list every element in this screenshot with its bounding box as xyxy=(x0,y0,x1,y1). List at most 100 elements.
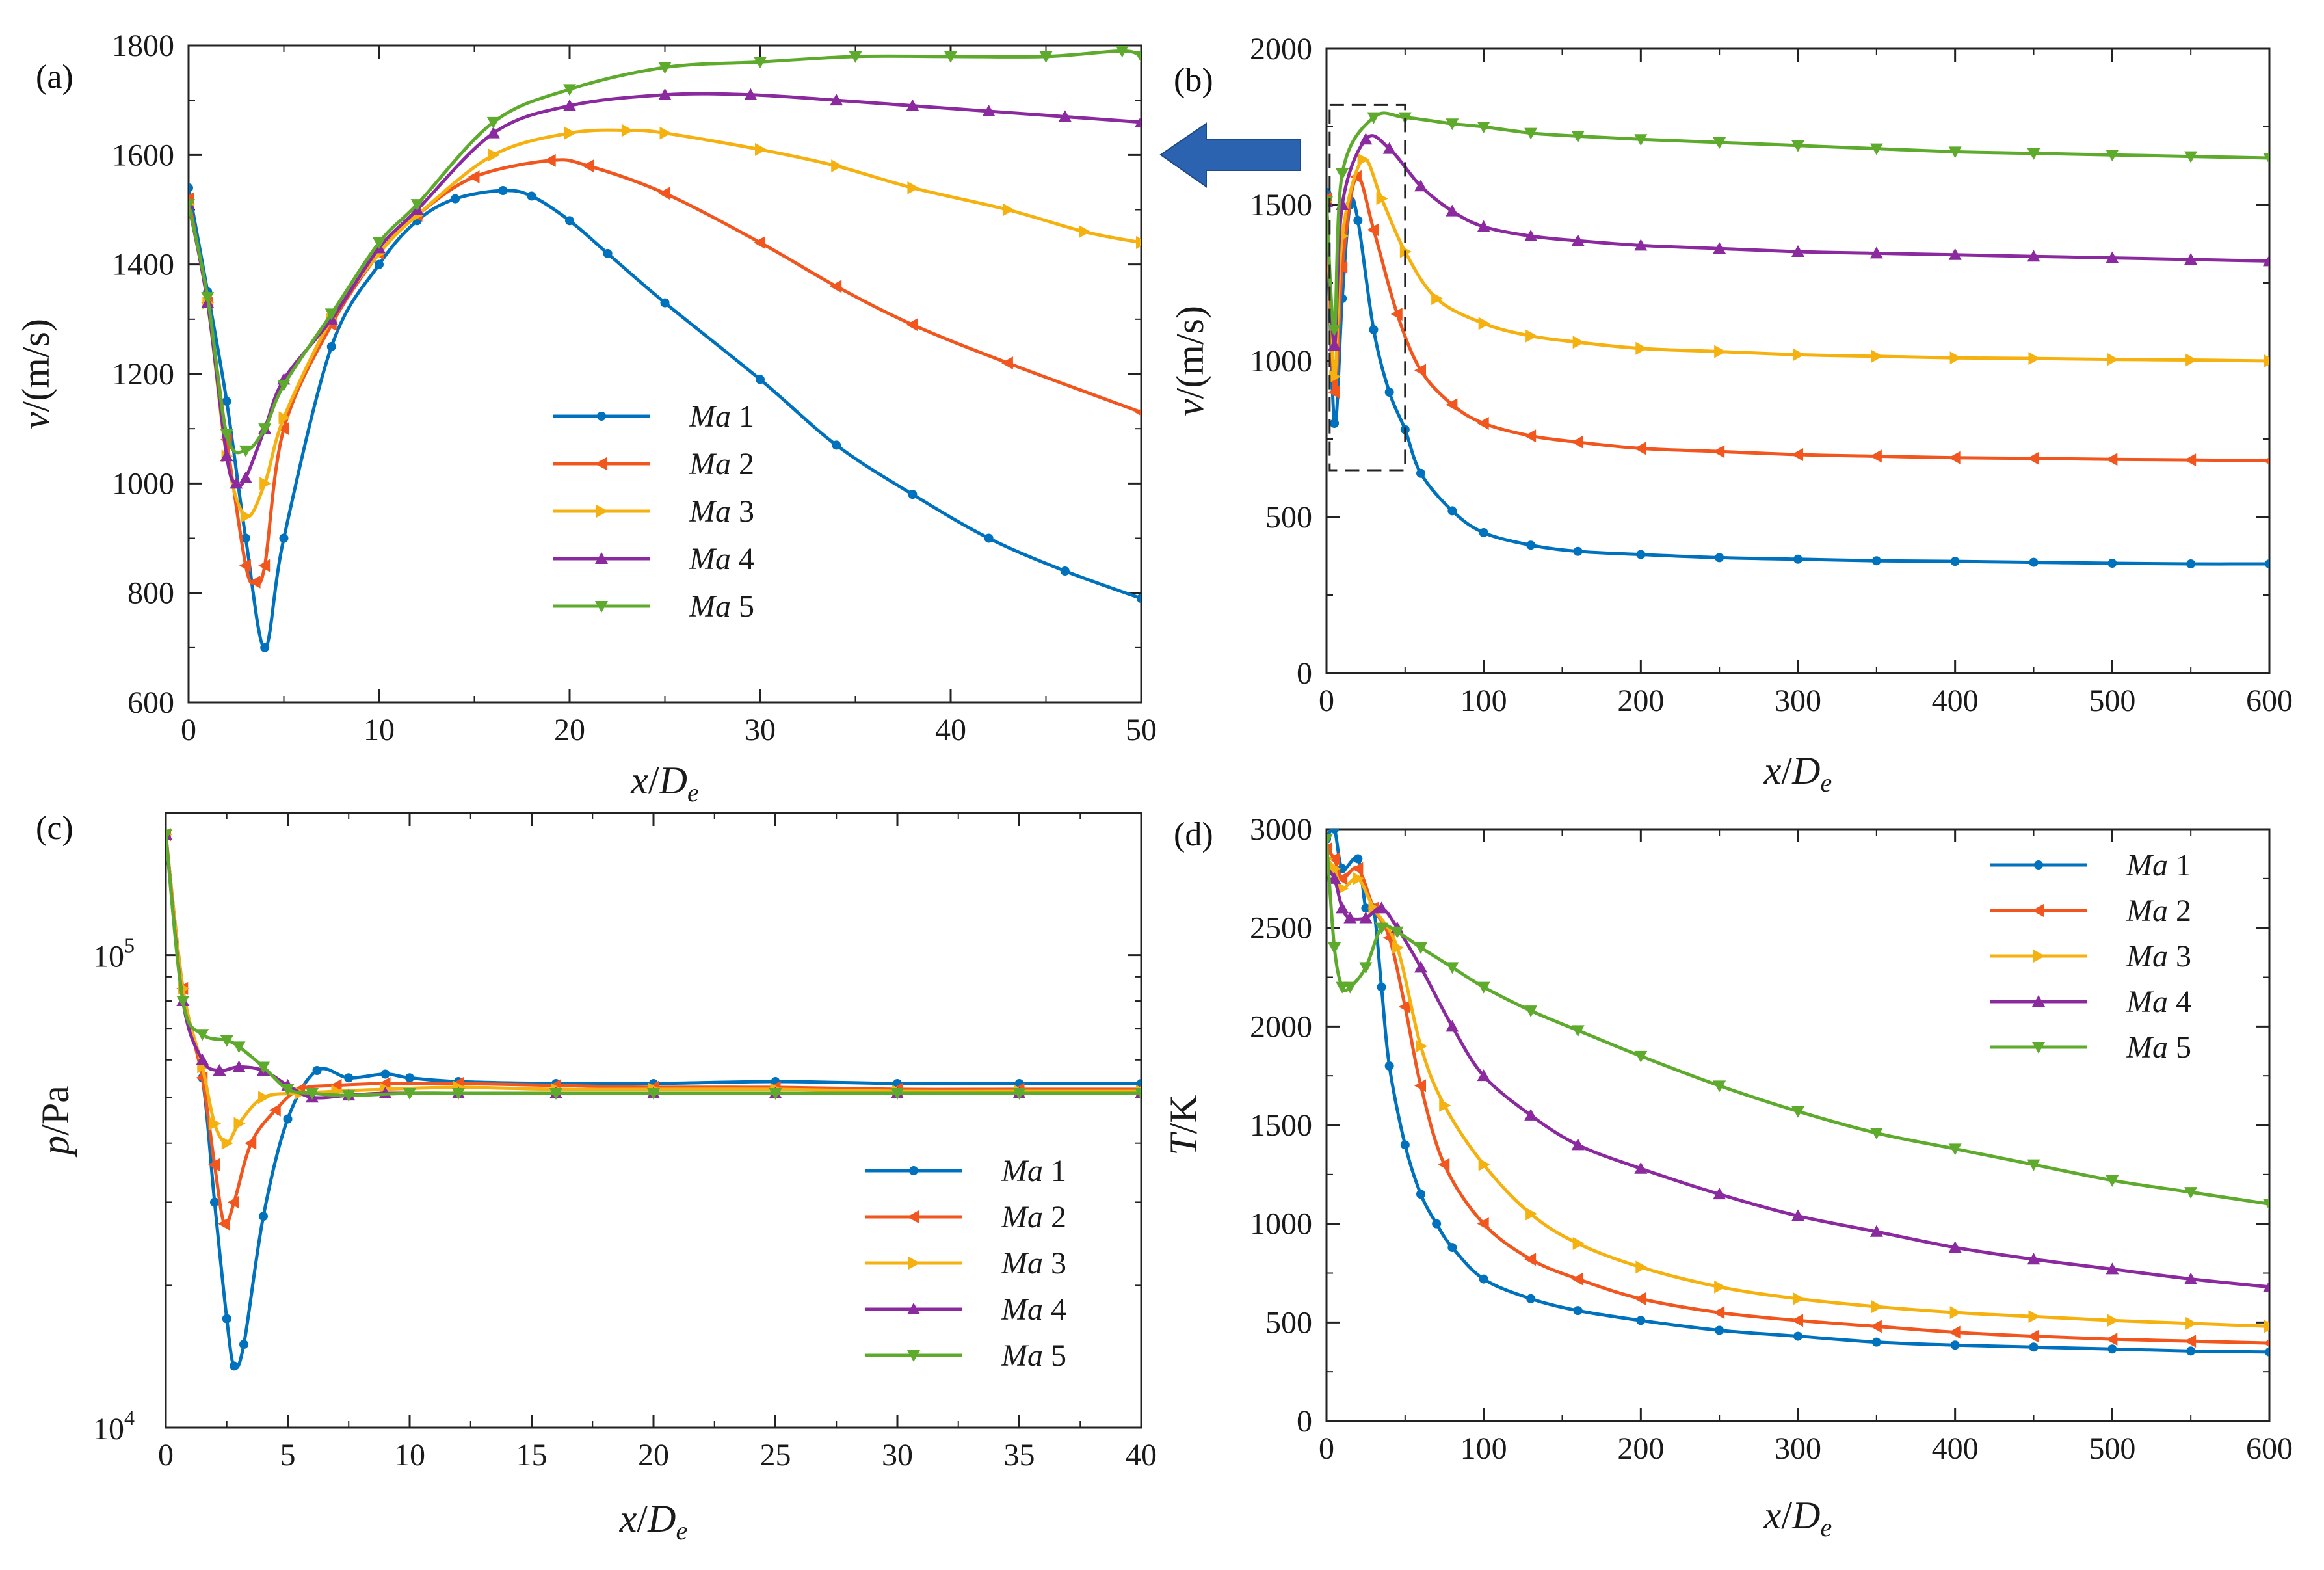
data-point xyxy=(1353,871,1365,885)
data-point xyxy=(232,1060,246,1072)
data-point xyxy=(1359,911,1373,924)
data-point xyxy=(1871,556,1881,566)
data-point xyxy=(486,116,500,129)
data-point xyxy=(277,379,291,392)
x-axis-label: x/De xyxy=(1763,749,1832,797)
data-point xyxy=(1869,449,1882,463)
data-point xyxy=(2263,153,2269,165)
data-point xyxy=(1871,349,1883,363)
series-markers xyxy=(166,828,1141,1103)
legend-marker xyxy=(2032,1042,2045,1054)
data-point xyxy=(1329,370,1341,383)
data-point xyxy=(1328,386,1340,399)
data-point xyxy=(1634,239,1648,251)
data-point xyxy=(1416,1039,1427,1053)
y-tick-label: 0 xyxy=(1297,1404,1312,1439)
data-point xyxy=(269,1103,281,1117)
data-point xyxy=(1336,901,1349,914)
legend-marker xyxy=(595,601,608,613)
y-axis-label: p/Pa xyxy=(34,1085,77,1158)
data-point xyxy=(1713,1080,1726,1093)
data-point xyxy=(1359,133,1373,145)
data-point xyxy=(1636,550,1646,559)
x-tick-label: 500 xyxy=(2089,684,2135,718)
data-point xyxy=(1524,429,1537,443)
series-markers xyxy=(189,88,1141,489)
panel-label: (b) xyxy=(1174,62,1213,99)
data-point xyxy=(257,1061,270,1074)
series-line-ma-2 xyxy=(189,158,1141,585)
data-point xyxy=(312,1065,322,1075)
data-point xyxy=(1636,1316,1646,1325)
data-point xyxy=(1714,1280,1726,1294)
data-point xyxy=(1869,1320,1882,1333)
legend-label: Ma 3 xyxy=(2126,939,2191,974)
data-point xyxy=(1376,192,1388,206)
data-point xyxy=(2027,1253,2040,1265)
x-tick-label: 10 xyxy=(394,1438,425,1472)
data-point xyxy=(2263,457,2269,465)
data-point xyxy=(1791,1314,1803,1327)
data-point xyxy=(1438,1158,1450,1171)
data-point xyxy=(277,422,289,436)
x-tick-label: 10 xyxy=(363,713,395,747)
data-point xyxy=(1390,308,1403,321)
data-point xyxy=(1328,852,1340,866)
data-point xyxy=(658,88,672,100)
data-point xyxy=(1368,901,1380,915)
y-tick-label: 500 xyxy=(1265,500,1312,535)
data-point xyxy=(1477,1217,1489,1231)
data-point xyxy=(1353,216,1363,225)
data-point xyxy=(1713,1188,1726,1200)
data-point xyxy=(380,1069,390,1079)
data-point xyxy=(1713,242,1726,254)
data-point xyxy=(2107,1344,2117,1354)
data-point xyxy=(230,477,243,489)
data-point xyxy=(1572,336,1585,349)
data-point xyxy=(906,318,918,332)
series-markers xyxy=(1327,133,2269,351)
data-point xyxy=(1793,554,1802,564)
data-point xyxy=(830,280,842,293)
data-point xyxy=(222,1314,231,1324)
legend-label: Ma 2 xyxy=(2126,894,2191,928)
data-point xyxy=(1079,225,1091,239)
data-point xyxy=(230,1361,239,1371)
data-point xyxy=(754,57,767,69)
data-point xyxy=(239,1340,248,1350)
data-point xyxy=(1416,1190,1425,1199)
x-axis-label: x/De xyxy=(1763,1494,1832,1542)
legend-marker xyxy=(907,1210,919,1223)
data-point xyxy=(306,1088,319,1100)
legend-marker xyxy=(909,1166,918,1175)
data-point xyxy=(1001,356,1013,370)
data-point xyxy=(1336,261,1348,274)
series-markers xyxy=(1327,153,2269,383)
data-point xyxy=(1573,1306,1583,1316)
data-point xyxy=(621,124,633,137)
data-point xyxy=(1343,911,1357,924)
data-point xyxy=(1524,230,1538,241)
data-point xyxy=(1869,1225,1883,1237)
data-point xyxy=(208,1158,220,1171)
legend-marker xyxy=(2033,950,2045,963)
series-line-ma-1 xyxy=(189,187,1141,650)
data-point xyxy=(1353,854,1363,864)
data-point xyxy=(2184,1335,2197,1348)
data-point xyxy=(2184,1272,2198,1284)
x-tick-label: 15 xyxy=(516,1438,548,1472)
data-point xyxy=(1524,1108,1538,1121)
data-point xyxy=(1477,122,1490,133)
x-tick-label: 0 xyxy=(158,1438,174,1472)
x-tick-label: 400 xyxy=(1932,684,1979,718)
y-tick-label: 1800 xyxy=(112,29,174,63)
data-point xyxy=(220,449,233,462)
x-tick-label: 400 xyxy=(1932,1431,1979,1466)
data-point xyxy=(2106,453,2118,466)
data-point xyxy=(1328,325,1341,336)
data-point xyxy=(240,509,252,523)
data-point xyxy=(1414,942,1427,954)
data-point xyxy=(908,490,918,499)
data-point xyxy=(210,1197,219,1207)
